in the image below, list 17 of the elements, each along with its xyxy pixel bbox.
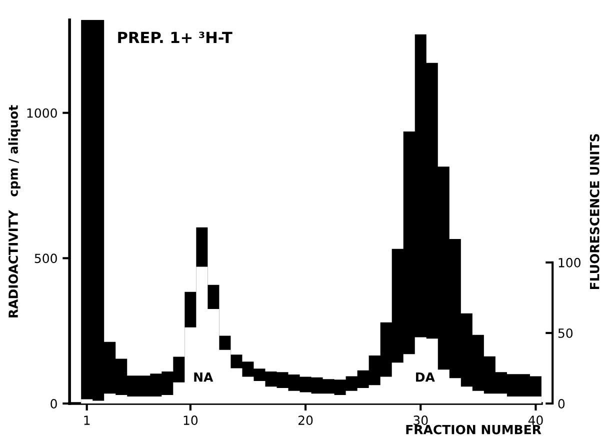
y-tick-label: 0 [50, 398, 57, 408]
y-tick-label: 500 [34, 254, 57, 264]
y2-tick-label: 50 [558, 328, 573, 338]
x-tick-label: 20 [298, 416, 313, 425]
x-tick-label: 40 [528, 416, 543, 425]
annotation: NA [194, 372, 214, 382]
annotation: DA [416, 372, 435, 382]
y2-tick-label: 100 [558, 258, 580, 268]
x-tick-label: 30 [414, 416, 428, 425]
x-tick-label: 1 [84, 416, 90, 425]
x-axis-title: FRACTION NUMBER [406, 424, 542, 434]
y2-tick-label: 0 [558, 398, 565, 408]
y-axis-title: RADIOACTIVITY cpm / aliquot [8, 105, 20, 318]
text: PREP. 1+ ³H-T [118, 32, 232, 43]
y2-axis-title: FLUORESCENCE UNITS [590, 134, 600, 290]
x-tick-label: 10 [184, 416, 198, 425]
y-tick-label: 1000 [27, 108, 57, 118]
